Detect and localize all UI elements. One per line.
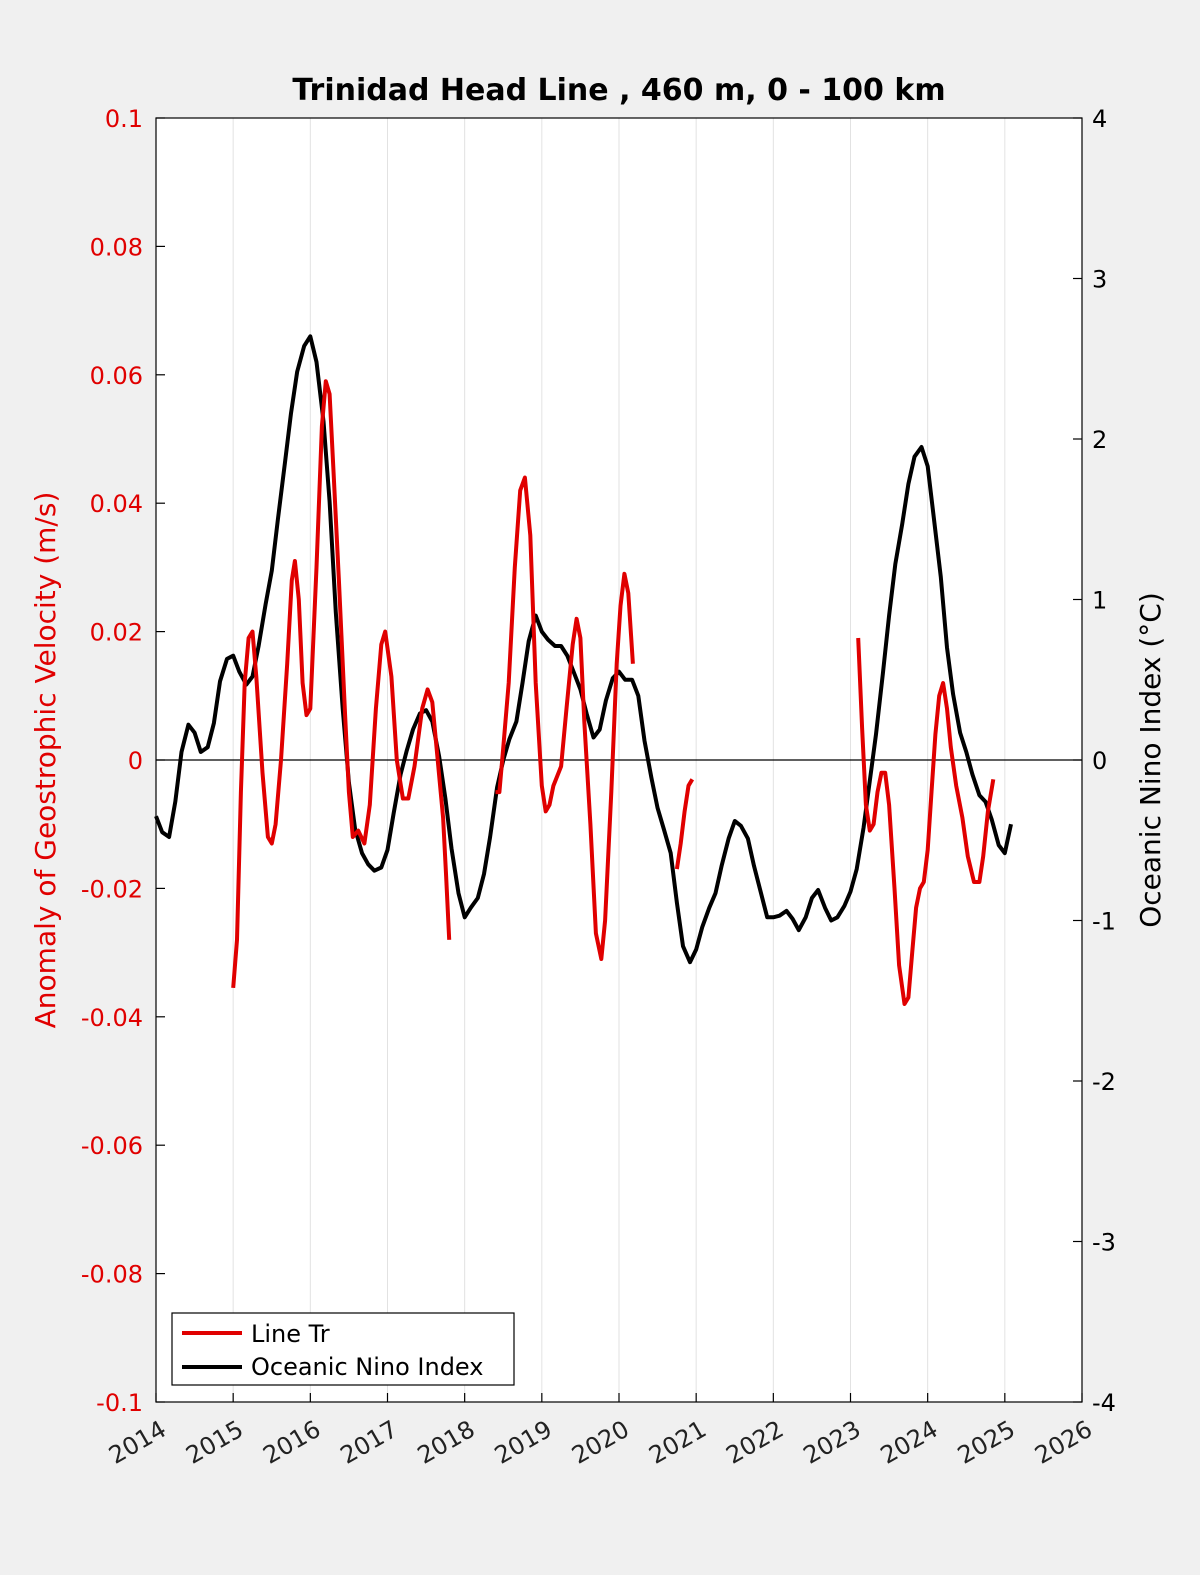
- y-left-tick-label-8: 0.06: [90, 362, 143, 390]
- y-right-tick-label-7: 3: [1092, 266, 1107, 294]
- y-left-tick-label-3: -0.04: [81, 1004, 143, 1032]
- series-line-tr-segment-3: [856, 637, 996, 1006]
- y-right-tick-label-2: -2: [1092, 1068, 1116, 1096]
- legend-box: [171, 1312, 515, 1386]
- y-right-tick-label-6: 2: [1092, 426, 1107, 454]
- y-left-tick-label-6: 0.02: [90, 619, 143, 647]
- y-left-tick-label-9: 0.08: [90, 233, 143, 261]
- series-line-tr-segment-1: [495, 475, 635, 961]
- series-layer: [154, 334, 1013, 1006]
- y-left-tick-label-0: -0.1: [96, 1389, 143, 1417]
- y-left-tick-label-5: 0: [128, 747, 143, 775]
- y-left-tick-label-2: -0.06: [81, 1132, 143, 1160]
- legend-label-oceanic-nino-index: Oceanic Nino Index: [251, 1353, 483, 1381]
- series-line-tr-segment-2: [674, 778, 695, 870]
- y-left-tick-label-4: -0.02: [81, 875, 143, 903]
- series-line-tr-segment-0: [231, 379, 452, 989]
- y-left-tick-label-7: 0.04: [90, 490, 143, 518]
- y-left-tick-label-1: -0.08: [81, 1261, 143, 1289]
- legend: Line Tr Oceanic Nino Index: [171, 1312, 515, 1386]
- y-axis-left-title: Anomaly of Geostrophic Velocity (m/s): [29, 492, 62, 1029]
- y-right-tick-label-3: -1: [1092, 908, 1116, 936]
- y-right-tick-label-1: -3: [1092, 1229, 1116, 1257]
- y-right-tick-label-5: 1: [1092, 587, 1107, 615]
- legend-label-line-tr: Line Tr: [251, 1320, 330, 1348]
- y-axis-right-title: Oceanic Nino Index (°C): [1134, 592, 1167, 928]
- chart-title: Trinidad Head Line , 460 m, 0 - 100 km: [292, 73, 945, 108]
- y-left-tick-label-10: 0.1: [105, 105, 143, 133]
- y-right-tick-label-8: 4: [1092, 105, 1107, 133]
- y-right-tick-label-4: 0: [1092, 747, 1107, 775]
- y-right-tick-label-0: -4: [1092, 1389, 1116, 1417]
